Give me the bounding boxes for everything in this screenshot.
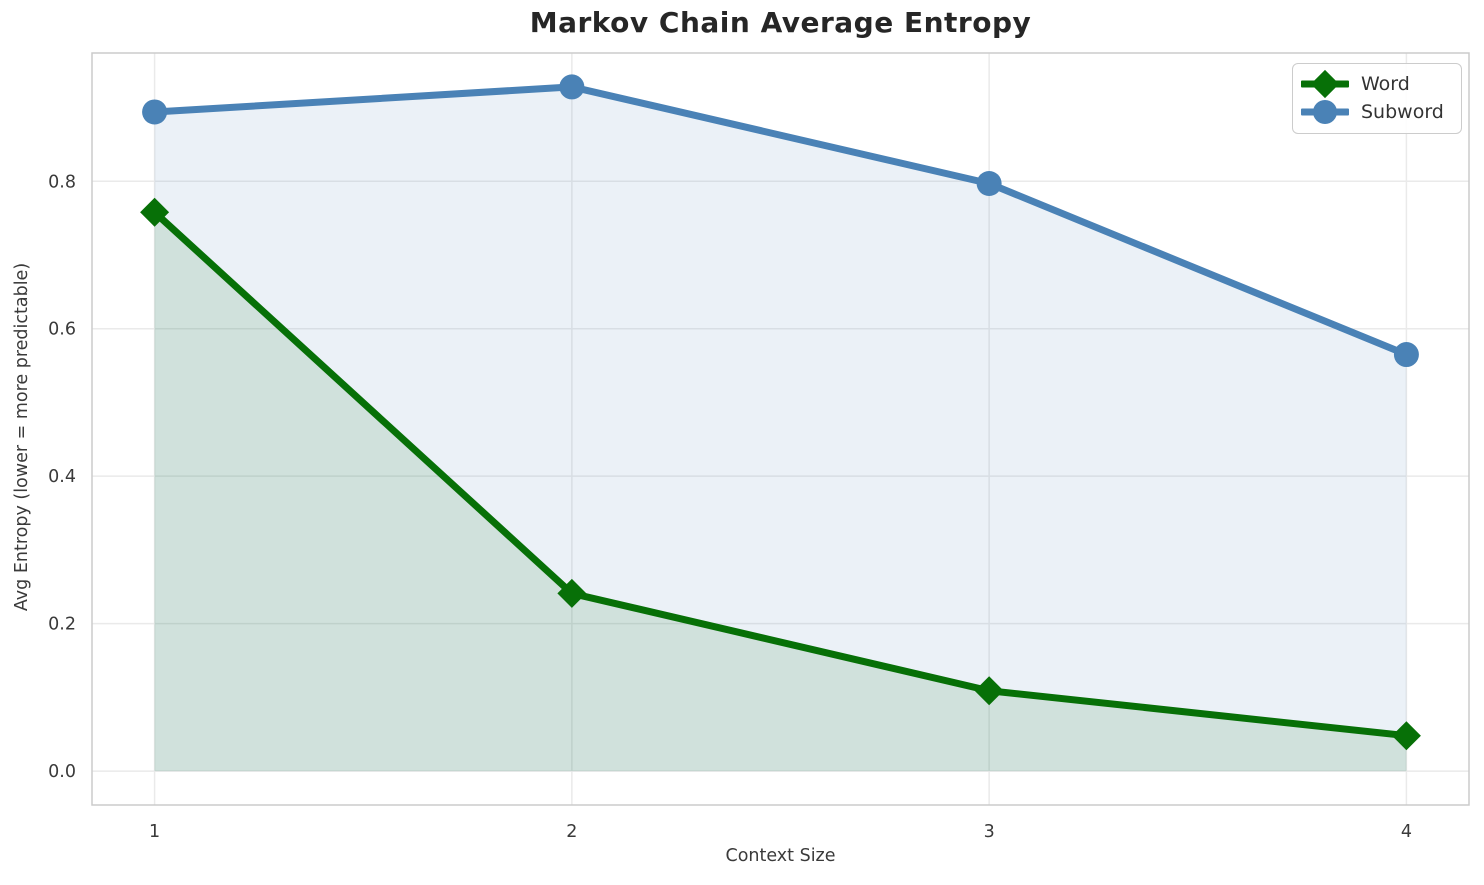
y-tick-label: 0.2 [48, 615, 76, 635]
subword-data-point [142, 99, 168, 125]
chart-title: Markov Chain Average Entropy [529, 6, 1032, 39]
y-tick-label: 0.0 [48, 762, 76, 782]
circle-marker-icon [1313, 100, 1337, 124]
subword-area-fill [154, 86, 1407, 772]
plot-border [91, 52, 1470, 806]
x-axis-label: Context Size [725, 846, 836, 866]
y-tick-label: 0.8 [48, 172, 76, 192]
word-series-line [151, 208, 1410, 740]
y-tick-label: 0.4 [48, 467, 76, 487]
word-data-point [140, 197, 170, 227]
legend-item-subword: Subword [1301, 98, 1451, 126]
subword-series-line [151, 83, 1410, 359]
diamond-marker-icon [1310, 69, 1340, 99]
legend-item-word: Word [1301, 69, 1451, 99]
subword-data-point [559, 74, 585, 100]
subword-series-swatch [1301, 98, 1349, 126]
subword-data-point [976, 170, 1002, 196]
x-tick-label: 2 [566, 822, 577, 842]
x-tick-label: 3 [984, 822, 995, 842]
word-data-point [974, 676, 1004, 706]
subword-data-point [1393, 342, 1419, 368]
y-axis-label: Avg Entropy (lower = more predictable) [12, 262, 32, 612]
x-tick-label: 1 [149, 822, 160, 842]
word-data-point [1391, 721, 1421, 751]
y-tick-label: 0.6 [48, 320, 76, 340]
legend: Word Subword [1292, 63, 1462, 134]
legend-label-subword: Subword [1361, 101, 1444, 123]
word-area-fill [154, 212, 1407, 772]
word-data-point [557, 578, 587, 608]
x-tick-label: 4 [1401, 822, 1412, 842]
legend-label-word: Word [1361, 73, 1410, 95]
word-series-swatch [1301, 69, 1349, 99]
